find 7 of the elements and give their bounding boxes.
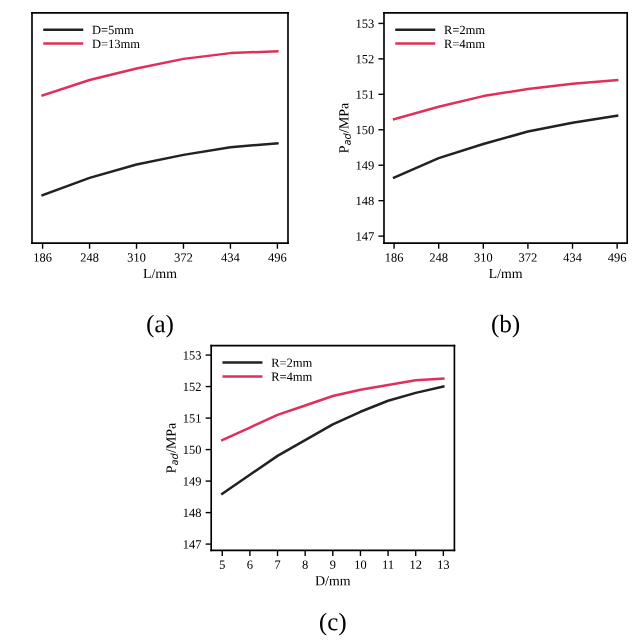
text: (b) xyxy=(492,314,520,338)
line-series xyxy=(221,377,445,442)
text: (a) xyxy=(147,314,173,338)
text: (c) xyxy=(320,612,346,636)
line-series xyxy=(392,114,619,179)
line-series xyxy=(392,78,619,121)
line-series xyxy=(221,385,445,495)
